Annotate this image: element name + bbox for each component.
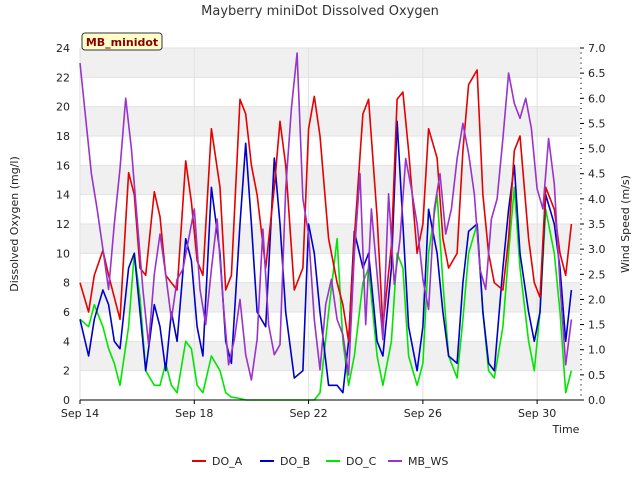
- y-tick-label: 10: [56, 247, 70, 260]
- y-tick-label: 14: [56, 189, 70, 202]
- y2-tick-label: 0.0: [588, 394, 606, 407]
- x-tick-label: Sep 22: [289, 407, 327, 420]
- dataset-tag: MB_minidot: [81, 32, 163, 51]
- legend: DO_A DO_B DO_C MB_WS: [192, 455, 448, 468]
- y-tick-label: 16: [56, 159, 70, 172]
- x-tick-label: Sep 18: [175, 407, 213, 420]
- y2-tick-label: 4.5: [588, 168, 606, 181]
- legend-label: DO_B: [280, 455, 310, 468]
- series-line-do-b: [79, 120, 573, 394]
- y-tick-label: 24: [56, 42, 70, 55]
- y-tick-label: 6: [63, 306, 70, 319]
- x-tick-label: Sep 30: [518, 407, 556, 420]
- grid-band: [80, 165, 580, 195]
- y2-tick-label: 6.0: [588, 92, 606, 105]
- grid-band: [80, 48, 580, 78]
- x-axis-label: Time: [552, 423, 580, 436]
- series-line-mb-ws: [79, 52, 573, 381]
- legend-label: DO_A: [212, 455, 243, 468]
- legend-label: MB_WS: [408, 455, 448, 468]
- y2-tick-label: 2.0: [588, 293, 606, 306]
- y-tick-label: 22: [56, 71, 70, 84]
- y2-tick-label: 3.5: [588, 218, 606, 231]
- y-tick-label: 4: [63, 335, 70, 348]
- y2-tick-label: 5.5: [588, 117, 606, 130]
- x-tick-label: Sep 14: [61, 407, 99, 420]
- y2-tick-label: 1.5: [588, 319, 606, 332]
- series-line-do-c: [79, 186, 573, 401]
- y2-tick-label: 3.0: [588, 243, 606, 256]
- y-tick-label: 20: [56, 101, 70, 114]
- y2-tick-label: 5.0: [588, 143, 606, 156]
- y-tick-label: 18: [56, 130, 70, 143]
- y2-tick-label: 1.0: [588, 344, 606, 357]
- y2-axis-label: Wind Speed (m/s): [619, 175, 632, 273]
- dataset-tag-box: [81, 32, 163, 51]
- grid-band: [80, 341, 580, 371]
- y2-tick-label: 6.5: [588, 67, 606, 80]
- grid-band: [80, 106, 580, 136]
- x-tick-labels: Sep 14 Sep 18 Sep 22 Sep 26 Sep 30: [61, 407, 556, 420]
- y-tick-label: 12: [56, 218, 70, 231]
- y2-tick-label: 7.0: [588, 42, 606, 55]
- y2-tick-label: 0.5: [588, 369, 606, 382]
- series-line-do-a: [79, 69, 573, 343]
- legend-label: DO_C: [346, 455, 377, 468]
- x-tick-label: Sep 26: [404, 407, 442, 420]
- dataset-tag-label: MB_minidot: [86, 36, 158, 49]
- y-tick-label: 2: [63, 365, 70, 378]
- y-tick-label: 0: [63, 394, 70, 407]
- chart-title: Mayberry miniDot Dissolved Oxygen: [201, 4, 439, 19]
- y-axis-label: Dissolved Oxygen (mg/l): [8, 156, 21, 291]
- y2-tick-label: 4.0: [588, 193, 606, 206]
- y2-tick-label: 2.5: [588, 268, 606, 281]
- y-tick-label: 8: [63, 277, 70, 290]
- series-lines: [79, 52, 573, 401]
- y2-tick-labels: 0.0 0.5 1.0 1.5 2.0 2.5 3.0 3.5 4.0 4.5 5.0 5.5 6.0 6…: [588, 42, 606, 407]
